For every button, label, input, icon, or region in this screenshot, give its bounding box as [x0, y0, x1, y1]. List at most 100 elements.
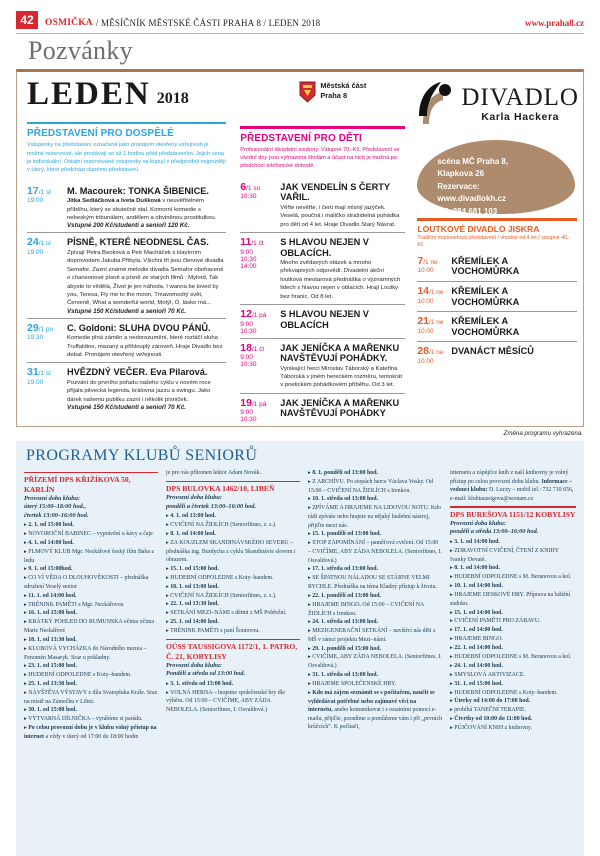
- club-item-body: HUDEBNÍ ODPOLEDNE s Koty–bandem.: [454, 689, 558, 696]
- theatre-branding-column: Městská část Praha 8 DIVADLO: [299, 72, 583, 426]
- club-program-item: ▸ 8. 1. pondělí od 13:00 hod. ▸ Z ARCHÍV…: [308, 469, 442, 495]
- senior-club: OÚSS TAUSSIGOVA 1172/1, 1. PATRO, Č. 21,…: [166, 639, 300, 715]
- event-date-block: 28/1 ne 10:00: [417, 346, 451, 365]
- event-body: KŘEMÍLEK A VOCHOMŮRKA: [451, 256, 577, 278]
- event-body: M. Macourek: TONKA ŠIBENICE. Jitka Sedláč…: [67, 186, 226, 230]
- club-item-body: PŮJČOVÁNÍ KNIH z knihovny.: [454, 725, 533, 732]
- event-date-block: 21/1 ne 10:00: [417, 316, 451, 338]
- club-hours: Provozní doba klubu: úterý 15:00–18:00 h…: [24, 494, 89, 519]
- bullet-arrow-icon: ▸: [24, 619, 27, 626]
- kids-performances-column: PŘEDSTAVENÍ PRO DĚTI Profesionální divad…: [234, 72, 411, 426]
- bullet-arrow-icon: ▸: [450, 618, 453, 625]
- contact-blob-shape: [417, 140, 576, 214]
- bullet-arrow-icon: ▸: [450, 662, 453, 669]
- event-body: PÍSNĚ, KTERÉ NEODNESL ČAS. Zpívají Petra …: [67, 237, 226, 314]
- event-row[interactable]: 21/1 ne 10:00 KŘEMÍLEK A VOCHOMŮRKA: [417, 311, 577, 341]
- puppet-section-heading: LOUTKOVÉ DIVADLO JISKRA: [417, 223, 540, 234]
- bullet-arrow-icon: ▸: [24, 672, 27, 679]
- bullet-arrow-icon: ▸: [166, 680, 169, 687]
- club-item-date: 24. 1. od 14:00 hod.: [454, 662, 503, 669]
- club-item-date: 22. 1. od 13:30 hod.: [170, 601, 219, 608]
- event-row[interactable]: 31/1 st 19:00 HVĚZDNÝ VEČER. Eva Pilarov…: [27, 362, 227, 414]
- adult-section-heading: PŘEDSTAVENÍ PRO DOSPĚLÉ: [27, 128, 174, 140]
- puppet-theatre-section: LOUTKOVÉ DIVADLO JISKRA Tradiční marione…: [417, 218, 577, 368]
- seniors-column-2: je pro vás přítomen lektor Adam Novák. D…: [166, 469, 300, 855]
- bullet-arrow-icon: ▸: [24, 522, 27, 529]
- event-row[interactable]: 6/1 so 10:30 JAK VENDELÍN S ČERTY VAŘIL.…: [240, 178, 405, 232]
- club-item-date: 18. 1. od 13:00 hod.: [170, 583, 219, 590]
- bullet-arrow-icon: ▸: [308, 601, 311, 608]
- bullet-arrow-icon: ▸: [308, 478, 311, 485]
- event-row[interactable]: 7/1 ne 10:00 KŘEMÍLEK A VOCHOMŮRKA: [417, 252, 577, 281]
- club-item-date: 17. 1. středa od 13:00 hod.: [312, 566, 378, 573]
- event-body: DVANÁCT MĚSÍCŮ: [451, 346, 577, 365]
- club-item-date: 24. 1. středa od 13:00 hod.: [312, 619, 378, 626]
- theatre-logo-name: DIVADLO: [461, 84, 579, 111]
- event-description: Vynikající herci Miroslav Táborský a Kat…: [280, 365, 403, 389]
- event-date: 31/1 st: [27, 366, 51, 379]
- bullet-arrow-icon: ▸: [450, 689, 453, 696]
- event-title: DVANÁCT MĚSÍCŮ: [451, 346, 534, 357]
- puppet-section-note: Tradiční marionetová představení / vhodn…: [417, 234, 571, 249]
- club-hours: Provozní doba klubu: pondělí a čtvrtek 1…: [166, 494, 257, 510]
- event-date-block: 18/1 čt 9:00 10:30: [240, 342, 280, 390]
- bullet-arrow-icon: ▸: [308, 592, 311, 599]
- club-program-item: ▸ 3. 1. od 14:00 hod. ▸ ZDRAVOTNÍ CVIČEN…: [450, 538, 576, 564]
- event-time: 9:00: [240, 248, 253, 256]
- club-name: PŘÍZEMÍ DPS KŘIŽÍKOVA 50, KARLÍN: [24, 475, 131, 494]
- city-district-line2: Praha 8: [320, 90, 348, 100]
- adult-section-rule: [27, 121, 227, 125]
- club-item-body: ZA KOUZLEM SKANDINÁVSKÉHO SEVERU – předn…: [166, 539, 296, 564]
- bullet-arrow-icon: ▸: [24, 636, 27, 643]
- club-item-body: HRAJEME DESKOVÉ HRY. Příprava na luštění…: [450, 592, 571, 607]
- bullet-arrow-icon: ▸: [308, 680, 311, 687]
- club-name: OÚSS TAUSSIGOVA 1172/1, 1. PATRO, Č. 21,…: [166, 642, 298, 661]
- event-body: JAK VENDELÍN S ČERTY VAŘIL. Věřte nevěřte…: [280, 182, 405, 229]
- bullet-arrow-icon: ▸: [24, 592, 27, 599]
- bullet-arrow-icon: ▸: [166, 610, 169, 617]
- event-row[interactable]: 18/1 čt 9:00 10:30 JAK JENÍČKA A MAŘENKU …: [240, 337, 406, 393]
- event-description: Pozvání do prvního pořadu našeho cyklu v…: [67, 379, 211, 403]
- event-date-block: 12/1 pá 9:00 10:30: [240, 308, 280, 335]
- bullet-arrow-icon: ▸: [166, 619, 169, 626]
- club-item-body: CO VÍ VĚDA O DLOUHOVĚKOSTI – přednáška s…: [24, 575, 149, 591]
- event-row[interactable]: 20/1 so 10:30 JAK JENÍČKA A MAŘENKU NAVŠ…: [240, 426, 405, 427]
- bullet-arrow-icon: ▸: [308, 689, 311, 696]
- event-time: 10:30: [240, 327, 257, 335]
- website-url[interactable]: www.praha8.cz: [525, 18, 584, 28]
- event-row[interactable]: 14/1 ne 10:00 KŘEMÍLEK A VOCHOMŮRKA: [417, 281, 577, 311]
- seniors-column-3: ▸ 8. 1. pondělí od 13:00 hod. ▸ Z ARCHÍV…: [308, 469, 442, 855]
- seniors-column-1: PŘÍZEMÍ DPS KŘIŽÍKOVA 50, KARLÍN Provozn…: [24, 469, 158, 855]
- event-row[interactable]: 29/1 po 19:30 C. Goldoni: SLUHA DVOU PÁN…: [27, 317, 227, 363]
- bullet-arrow-icon: ▸: [166, 530, 169, 537]
- column3-closing-note: ▸ Kdo má zájem seznámit se s počítačem, …: [308, 689, 443, 731]
- event-row[interactable]: 19/1 pá 9:00 10:30 JAK JENÍČKA A MAŘENKU …: [240, 392, 406, 426]
- event-row[interactable]: 24/1 st 19:00 PÍSNĚ, KTERÉ NEODNESL ČAS.…: [27, 232, 227, 317]
- club-name: DPS BUREŠOVA 1151/12 KOBYLISY: [450, 509, 576, 519]
- club-divider: [166, 639, 300, 641]
- event-row[interactable]: 28/1 ne 10:00 DVANÁCT MĚSÍCŮ: [417, 341, 577, 368]
- bullet-arrow-icon: ▸: [166, 628, 169, 635]
- header-divider: [16, 33, 584, 34]
- event-row[interactable]: 17/1 st 19:00 M. Macourek: TONKA ŠIBENIC…: [27, 182, 226, 233]
- divadlo-logo-mark-icon: [417, 78, 459, 130]
- bullet-arrow-icon: ▸: [308, 671, 311, 678]
- event-row[interactable]: 12/1 pá 9:00 10:30 S HLAVOU NEJEN V OBLAC…: [240, 303, 406, 338]
- club-program-item: ▸ 8. 1. od 14:00 hod. ▸ HUDEBNÍ ODPOLEDN…: [450, 564, 576, 582]
- club-item-body: probíhá TANEČNÍ TERAPIE.: [454, 707, 526, 714]
- seniors-clubs-panel: PROGRAMY KLUBŮ SENIORŮ PŘÍZEMÍ DPS KŘIŽÍ…: [16, 441, 584, 856]
- event-row[interactable]: 11/1 čt 9:00 10:30 14:00 S HLAVOU NEJEN V …: [240, 231, 406, 304]
- event-title: PÍSNĚ, KTERÉ NEODNESL ČAS.: [67, 237, 209, 248]
- bullet-arrow-icon: ▸: [166, 513, 169, 520]
- theatre-logo-subtitle: Karla Hackera: [481, 111, 560, 123]
- theatre-logo: DIVADLO Karla Hackera: [411, 72, 583, 154]
- event-time: 10:00: [417, 327, 434, 335]
- club-program-item: ▸ 9. 1. od 15:00hod. ▸ CO VÍ VĚDA O DLOU…: [24, 565, 158, 591]
- club-item-date: 11. 1. od 14:00 hod.: [28, 592, 77, 599]
- club-item-date: 18. 1. od 13:30 hod.: [28, 636, 77, 643]
- event-title: JAK JENÍČKA A MAŘENKU NAVŠTĚVUJÍ POHÁDKY…: [280, 342, 400, 364]
- bullet-arrow-icon: ▸: [166, 522, 169, 528]
- club-item-date: 4. 1. od 14:00 hod.: [28, 539, 74, 546]
- event-date-block: 7/1 ne 10:00: [417, 255, 451, 278]
- event-title: KŘEMÍLEK A VOCHOMŮRKA: [451, 286, 520, 307]
